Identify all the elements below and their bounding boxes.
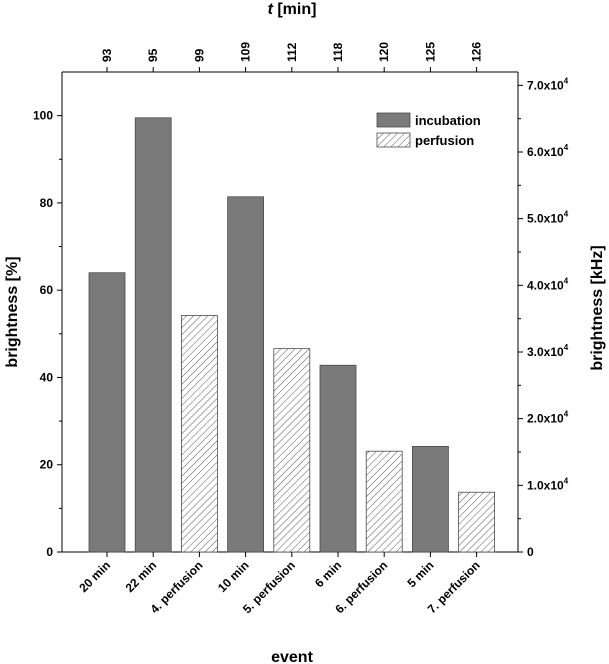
x-tick-label: 20 min <box>76 558 113 595</box>
top-tick-label: 95 <box>146 48 160 62</box>
x-tick-label: 22 min <box>123 558 160 595</box>
top-axis-title: t [min] <box>268 1 317 18</box>
right-y-tick-label: 4.0x104 <box>527 276 569 292</box>
top-tick-label: 109 <box>239 42 253 62</box>
bar-perfusion <box>458 491 496 553</box>
bar-incubation <box>319 364 357 553</box>
right-tick-exponent: 4 <box>564 76 569 85</box>
top-tick-label: 120 <box>377 42 391 62</box>
right-y-tick-label: 1.0x104 <box>527 476 569 492</box>
bar-incubation <box>134 117 172 553</box>
bar-perfusion <box>273 348 311 553</box>
right-y-tick-label: 7.0x104 <box>527 76 569 92</box>
right-tick-exponent: 4 <box>564 143 569 152</box>
y-tick-label: 80 <box>40 196 54 210</box>
right-tick-mantissa: 1.0x10 <box>527 478 564 492</box>
right-tick-mantissa: 4.0x10 <box>527 278 564 292</box>
legend-label-incubation: incubation <box>415 113 481 128</box>
bar-perfusion <box>180 315 218 553</box>
right-tick-exponent: 4 <box>564 276 569 285</box>
legend-swatch-incubation <box>376 112 411 128</box>
top-tick-label: 118 <box>331 42 345 62</box>
x-axis-title: event <box>271 649 313 664</box>
right-y-axis-title: brightness [kHz] <box>589 245 606 370</box>
top-tick-label: 93 <box>100 48 114 62</box>
right-tick-exponent: 4 <box>564 410 569 419</box>
top-tick-label: 99 <box>192 48 206 62</box>
legend-label-perfusion: perfusion <box>415 133 474 148</box>
left-y-ticks: 0 20 40 60 80 100 <box>33 109 62 559</box>
right-y-tick-label: 2.0x104 <box>527 410 569 426</box>
right-y-tick-label: 6.0x104 <box>527 143 569 159</box>
right-y-tick-label: 0 <box>527 545 534 559</box>
right-tick-mantissa: 6.0x10 <box>527 145 564 159</box>
right-y-tick-label: 3.0x104 <box>527 343 569 359</box>
right-tick-mantissa: 5.0x10 <box>527 212 564 226</box>
bar-incubation <box>411 445 449 553</box>
y-tick-label: 60 <box>40 283 54 297</box>
right-tick-exponent: 4 <box>564 343 569 352</box>
bar-incubation <box>227 196 265 553</box>
y-axis-title: brightness [%] <box>4 256 21 367</box>
bars-group <box>88 117 496 553</box>
top-tick-label: 125 <box>423 42 437 62</box>
right-y-tick-label: 5.0x104 <box>527 210 569 226</box>
right-y-ticks: 01.0x1042.0x1043.0x1044.0x1045.0x1046.0x… <box>518 76 569 559</box>
x-tick-label: 6 min <box>312 558 344 590</box>
top-tick-label: 112 <box>285 42 299 62</box>
right-tick-mantissa: 2.0x10 <box>527 412 564 426</box>
y-tick-label: 40 <box>40 370 54 384</box>
x-tick-label: 10 min <box>215 558 252 595</box>
legend-swatch-perfusion <box>376 132 411 148</box>
right-tick-mantissa: 0 <box>527 545 534 559</box>
y-tick-label: 20 <box>40 458 54 472</box>
right-tick-mantissa: 7.0x10 <box>527 78 564 92</box>
bar-perfusion <box>365 450 403 553</box>
top-tick-label: 126 <box>470 42 484 62</box>
x-tick-label: 5 min <box>404 558 436 590</box>
y-tick-label: 0 <box>46 545 53 559</box>
right-tick-exponent: 4 <box>564 476 569 485</box>
right-tick-exponent: 4 <box>564 210 569 219</box>
legend: incubation perfusion <box>376 112 481 148</box>
y-tick-label: 100 <box>33 109 53 123</box>
bar-incubation <box>88 272 126 553</box>
right-tick-mantissa: 3.0x10 <box>527 345 564 359</box>
top-x-ticks: 93 95 99 109 112 118 120 125 126 <box>100 42 484 72</box>
